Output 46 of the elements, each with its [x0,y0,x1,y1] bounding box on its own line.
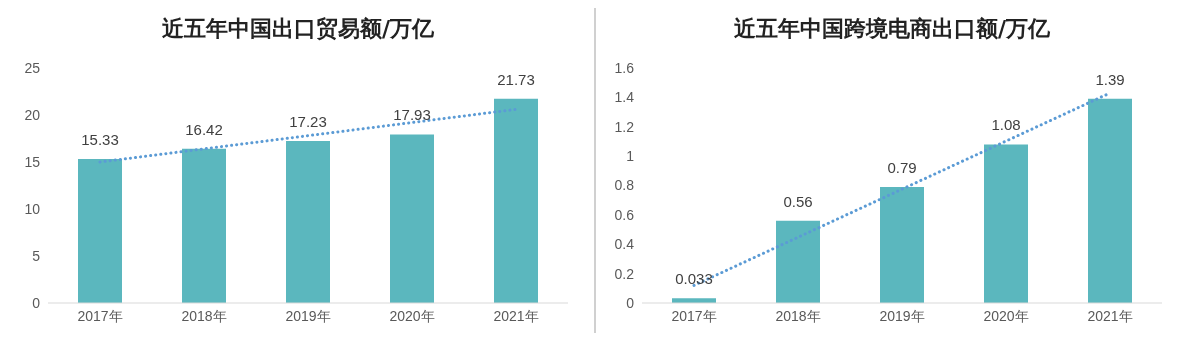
y-tick-label: 1 [626,148,635,165]
data-label: 16.42 [185,120,223,138]
y-tick-label: 0.2 [614,265,635,282]
y-tick-label: 1.2 [614,118,635,135]
bar [984,144,1028,303]
x-tick-label: 2017年 [77,307,123,324]
y-tick-label: 0 [32,294,41,311]
y-tick-label: 1.4 [614,89,635,106]
y-tick-label: 15 [24,153,41,170]
data-label: 17.23 [289,113,327,131]
data-label: 15.33 [81,130,119,148]
y-tick-label: 0 [626,294,635,311]
x-tick-label: 2020年 [389,307,435,324]
x-tick-label: 2019年 [879,307,925,324]
data-label: 17.93 [393,106,431,124]
y-tick-label: 25 [24,59,41,76]
data-label: 1.39 [1095,70,1125,88]
bar [880,186,924,303]
data-label: 0.56 [783,192,813,210]
y-tick-label: 5 [32,247,41,264]
bar [1088,98,1132,303]
bar [390,134,434,303]
bar [286,141,330,303]
bar [78,158,122,303]
y-tick-label: 0.6 [614,206,635,223]
x-tick-label: 2021年 [493,307,539,324]
data-label: 1.08 [991,116,1021,134]
y-tick-label: 20 [24,106,41,123]
bar [494,98,538,303]
x-tick-label: 2018年 [775,307,821,324]
x-tick-label: 2020年 [983,307,1029,324]
data-label: 0.033 [675,270,713,288]
chart-title: 近五年中国出口贸易额/万亿 [160,14,435,43]
data-label: 21.73 [497,70,535,88]
y-tick-label: 0.8 [614,177,635,194]
y-tick-label: 10 [24,200,41,217]
data-label: 0.79 [887,158,917,176]
y-tick-label: 1.6 [614,59,635,76]
chart-title: 近五年中国跨境电商出口额/万亿 [732,14,1051,43]
x-tick-label: 2021年 [1087,307,1133,324]
y-tick-label: 0.4 [614,236,635,253]
x-tick-label: 2017年 [671,307,717,324]
x-tick-label: 2019年 [285,307,331,324]
bar [182,148,226,303]
bar [776,220,820,303]
x-tick-label: 2018年 [181,307,227,324]
